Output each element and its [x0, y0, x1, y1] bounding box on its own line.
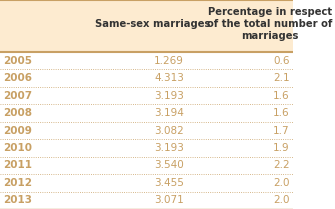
- Text: 1.9: 1.9: [273, 143, 290, 153]
- FancyBboxPatch shape: [0, 104, 293, 122]
- Text: 2010: 2010: [3, 143, 32, 153]
- FancyBboxPatch shape: [0, 157, 293, 174]
- Text: Percentage in respect
of the total number of
marriages: Percentage in respect of the total numbe…: [207, 7, 332, 41]
- Text: 3.193: 3.193: [154, 91, 184, 101]
- Text: 2011: 2011: [3, 160, 32, 170]
- Text: 3.455: 3.455: [154, 178, 184, 188]
- FancyBboxPatch shape: [0, 122, 293, 139]
- Text: 2.1: 2.1: [273, 73, 290, 83]
- Text: 3.194: 3.194: [154, 108, 184, 118]
- FancyBboxPatch shape: [0, 52, 293, 69]
- Text: Same-sex marriages: Same-sex marriages: [95, 19, 211, 29]
- Text: 2.2: 2.2: [273, 160, 290, 170]
- FancyBboxPatch shape: [0, 139, 293, 157]
- Text: 2007: 2007: [3, 91, 32, 101]
- Text: 2008: 2008: [3, 108, 32, 118]
- Text: 1.6: 1.6: [273, 108, 290, 118]
- Text: 2009: 2009: [3, 125, 32, 135]
- Text: 3.193: 3.193: [154, 143, 184, 153]
- FancyBboxPatch shape: [0, 69, 293, 87]
- Text: 0.6: 0.6: [273, 56, 290, 66]
- Text: 2005: 2005: [3, 56, 32, 66]
- FancyBboxPatch shape: [0, 0, 293, 52]
- Text: 4.313: 4.313: [154, 73, 184, 83]
- Text: 2013: 2013: [3, 195, 32, 205]
- Text: 3.540: 3.540: [154, 160, 184, 170]
- Text: 3.071: 3.071: [154, 195, 184, 205]
- Text: 2012: 2012: [3, 178, 32, 188]
- Text: 1.7: 1.7: [273, 125, 290, 135]
- FancyBboxPatch shape: [0, 87, 293, 104]
- FancyBboxPatch shape: [0, 174, 293, 192]
- Text: 1.6: 1.6: [273, 91, 290, 101]
- FancyBboxPatch shape: [0, 192, 293, 209]
- Text: 3.082: 3.082: [154, 125, 184, 135]
- Text: 2.0: 2.0: [273, 178, 290, 188]
- Text: 2.0: 2.0: [273, 195, 290, 205]
- Text: 1.269: 1.269: [154, 56, 184, 66]
- Text: 2006: 2006: [3, 73, 32, 83]
